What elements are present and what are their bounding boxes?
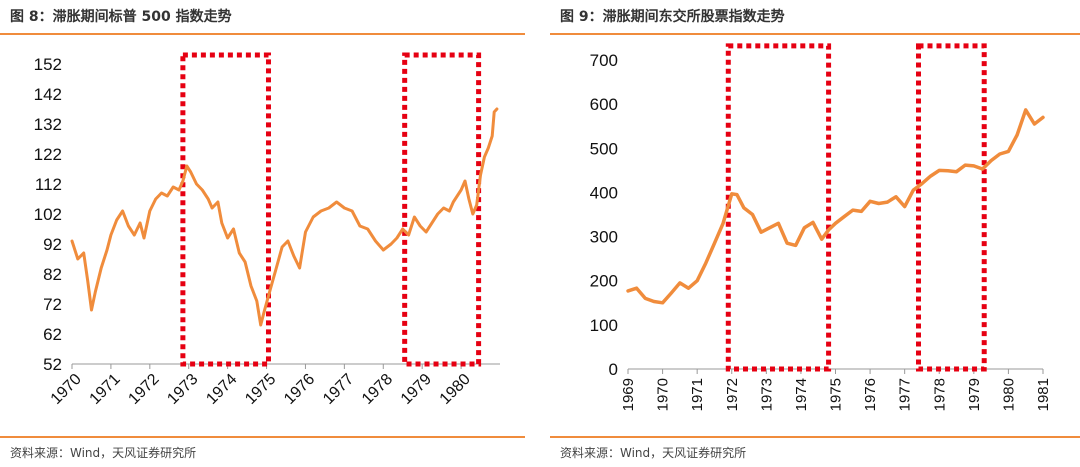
x-tick-label: 1977	[897, 378, 914, 411]
x-tick-label: 1979	[966, 378, 983, 411]
x-tick-label: 1976	[281, 371, 318, 408]
x-tick-label: 1976	[862, 378, 879, 411]
chart-panel-sp500: 图 8：滞胀期间标普 500 指数走势 52 62 72 82 92 102 112 122 1…	[0, 0, 525, 467]
x-tick-label: 1975	[242, 371, 279, 408]
x-tick-label: 1969	[620, 378, 637, 411]
y-tick-label: 122	[34, 145, 62, 164]
y-tick-label: 132	[34, 115, 62, 134]
x-tick-label: 1978	[359, 371, 396, 408]
x-tick-label: 1977	[320, 371, 357, 408]
y-tick-label: 500	[590, 139, 618, 158]
source-rule	[0, 436, 525, 438]
chart-panel-tse: 图 9：滞胀期间东交所股票指数走势 0 100 200 300 400 500 600 700…	[550, 0, 1080, 467]
y-tick-label: 200	[590, 272, 618, 291]
x-tick-label: 1970	[48, 371, 85, 408]
y-tick-label: 112	[35, 175, 62, 194]
y-tick-label: 52	[43, 355, 62, 374]
y-tick-label: 82	[43, 265, 62, 284]
source-note: 资料来源：Wind，天风证券研究所	[560, 446, 747, 460]
x-tick-label: 1981	[1035, 378, 1052, 411]
x-tick-label: 1974	[203, 371, 240, 408]
x-tick-label: 1980	[1000, 378, 1017, 411]
sp500-line-chart: 52 62 72 82 92 102 112 122 132 142 152 1970 1971 1972…	[34, 52, 500, 408]
x-tick-label: 1972	[125, 371, 162, 408]
y-tick-label: 102	[34, 205, 62, 224]
x-tick-label: 1972	[724, 378, 741, 411]
y-tick-label: 400	[590, 183, 618, 202]
series-line	[626, 108, 1045, 305]
highlight-box	[916, 43, 987, 372]
y-tick-label: 92	[43, 235, 62, 254]
x-tick-label: 1974	[793, 378, 810, 411]
x-tick-label: 1978	[931, 378, 948, 411]
x-tick-label: 1973	[758, 378, 775, 411]
source-note: 资料来源：Wind，天风证券研究所	[10, 446, 197, 460]
y-tick-label: 0	[609, 360, 618, 379]
source-rule	[550, 436, 1080, 438]
y-tick-label: 600	[590, 95, 618, 114]
x-tick-label: 1980	[437, 371, 474, 408]
y-tick-label: 142	[34, 85, 62, 104]
y-tick-label: 100	[590, 316, 618, 335]
highlight-box	[180, 52, 271, 367]
tse-line-chart: 0 100 200 300 400 500 600 700 1969 1970 1971 1972 19…	[590, 43, 1052, 411]
x-tick-label: 1979	[398, 371, 435, 408]
y-tick-label: 300	[590, 228, 618, 247]
x-tick-label: 1970	[655, 378, 672, 411]
series-line	[70, 107, 499, 327]
x-tick-label: 1971	[87, 371, 124, 408]
highlight-box	[402, 52, 482, 367]
title-rule	[550, 33, 1080, 35]
y-tick-label: 152	[34, 55, 62, 74]
y-tick-label: 62	[43, 325, 62, 344]
y-tick-label: 72	[43, 295, 62, 314]
figure-title: 图 9：滞胀期间东交所股票指数走势	[560, 9, 785, 25]
x-tick-label: 1971	[689, 378, 706, 411]
x-tick-label: 1973	[164, 371, 201, 408]
y-tick-label: 700	[590, 51, 618, 70]
title-rule	[0, 33, 525, 35]
figure-title: 图 8：滞胀期间标普 500 指数走势	[10, 9, 232, 25]
x-tick-label: 1975	[828, 378, 845, 411]
